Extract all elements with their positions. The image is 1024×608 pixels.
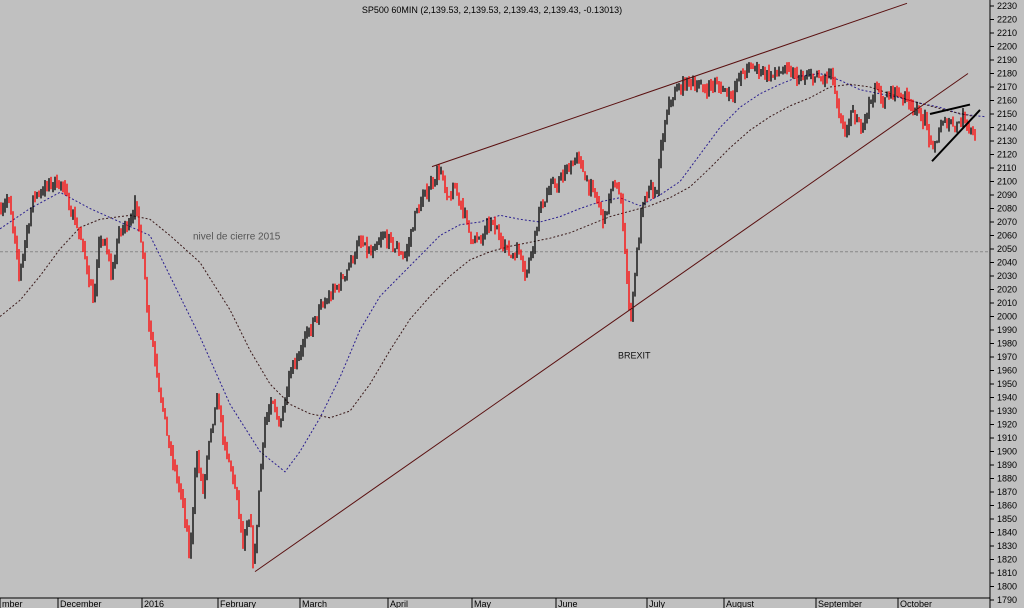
y-tick-label: 1980 xyxy=(997,339,1017,349)
y-tick-label: 1910 xyxy=(997,433,1017,443)
y-tick-label: 2060 xyxy=(997,231,1017,241)
y-tick-label: 1920 xyxy=(997,420,1017,430)
x-tick-label: 2016 xyxy=(144,599,164,608)
y-tick-label: 1890 xyxy=(997,460,1017,470)
y-tick-label: 1960 xyxy=(997,366,1017,376)
y-tick-label: 2230 xyxy=(997,1,1017,11)
x-tick-label: February xyxy=(220,599,257,608)
y-tick-label: 1930 xyxy=(997,406,1017,416)
y-tick-label: 1860 xyxy=(997,501,1017,511)
y-tick-label: 1970 xyxy=(997,352,1017,362)
slow-ma-line xyxy=(0,83,976,419)
y-axis: 1780179018001810182018301840185018601870… xyxy=(989,0,1017,608)
y-tick-label: 2120 xyxy=(997,150,1017,160)
y-tick-label: 2130 xyxy=(997,136,1017,146)
y-tick-label: 2090 xyxy=(997,190,1017,200)
x-tick-label: August xyxy=(726,599,755,608)
y-tick-label: 1940 xyxy=(997,393,1017,403)
brexit-label: BREXIT xyxy=(618,350,651,360)
y-tick-label: 2150 xyxy=(997,109,1017,119)
fast-ma-line xyxy=(0,72,986,473)
y-tick-label: 2000 xyxy=(997,312,1017,322)
y-tick-label: 2010 xyxy=(997,298,1017,308)
y-tick-label: 2100 xyxy=(997,177,1017,187)
x-tick-label: June xyxy=(558,599,578,608)
y-tick-label: 2140 xyxy=(997,123,1017,133)
moving-averages xyxy=(0,72,986,473)
y-tick-label: 2110 xyxy=(997,163,1016,173)
close-level-label: nivel de cierre 2015 xyxy=(193,232,281,243)
y-tick-label: 2170 xyxy=(997,82,1017,92)
x-tick-label: December xyxy=(60,599,102,608)
y-tick-label: 2220 xyxy=(997,15,1017,25)
y-tick-label: 2030 xyxy=(997,271,1017,281)
x-tick-label: September xyxy=(818,599,862,608)
y-tick-label: 1900 xyxy=(997,447,1017,457)
y-tick-label: 1950 xyxy=(997,379,1017,389)
chart-title: SP500 60MIN (2,139.53, 2,139.53, 2,139.4… xyxy=(362,5,622,15)
y-tick-label: 1990 xyxy=(997,325,1017,335)
upper-channel-line xyxy=(431,2,908,168)
y-tick-label: 1790 xyxy=(997,595,1017,605)
y-tick-label: 2190 xyxy=(997,55,1017,65)
triangle-lower-line xyxy=(931,109,981,162)
y-tick-label: 2050 xyxy=(997,244,1017,254)
y-tick-label: 2070 xyxy=(997,217,1017,227)
x-tick-label: May xyxy=(474,599,492,608)
y-tick-label: 2180 xyxy=(997,69,1017,79)
x-tick-label: July xyxy=(649,599,666,608)
y-tick-label: 2210 xyxy=(997,28,1017,38)
y-tick-label: 1820 xyxy=(997,555,1017,565)
y-tick-label: 2020 xyxy=(997,285,1017,295)
y-tick-label: 1810 xyxy=(997,568,1017,578)
x-tick-label: October xyxy=(900,599,932,608)
triangle-upper-line xyxy=(929,103,971,115)
lower-channel-line xyxy=(254,73,969,573)
y-tick-label: 1880 xyxy=(997,474,1017,484)
y-tick-label: 1870 xyxy=(997,487,1017,497)
y-tick-label: 2160 xyxy=(997,96,1017,106)
y-tick-label: 1800 xyxy=(997,582,1017,592)
y-tick-label: 2080 xyxy=(997,204,1017,214)
y-tick-label: 1850 xyxy=(997,514,1017,524)
x-tick-label: April xyxy=(390,599,408,608)
candles xyxy=(0,61,976,569)
y-tick-label: 1830 xyxy=(997,541,1017,551)
x-tick-label: March xyxy=(302,599,327,608)
y-tick-label: 1840 xyxy=(997,528,1017,538)
x-axis: mber December 2016 February March April May Jun… xyxy=(0,597,990,608)
y-tick-label: 2040 xyxy=(997,258,1017,268)
trendlines xyxy=(254,2,981,573)
x-tick-label: mber xyxy=(2,599,23,608)
annotations: nivel de cierre 2015 BREXIT xyxy=(193,232,651,361)
y-tick-label: 2200 xyxy=(997,42,1017,52)
